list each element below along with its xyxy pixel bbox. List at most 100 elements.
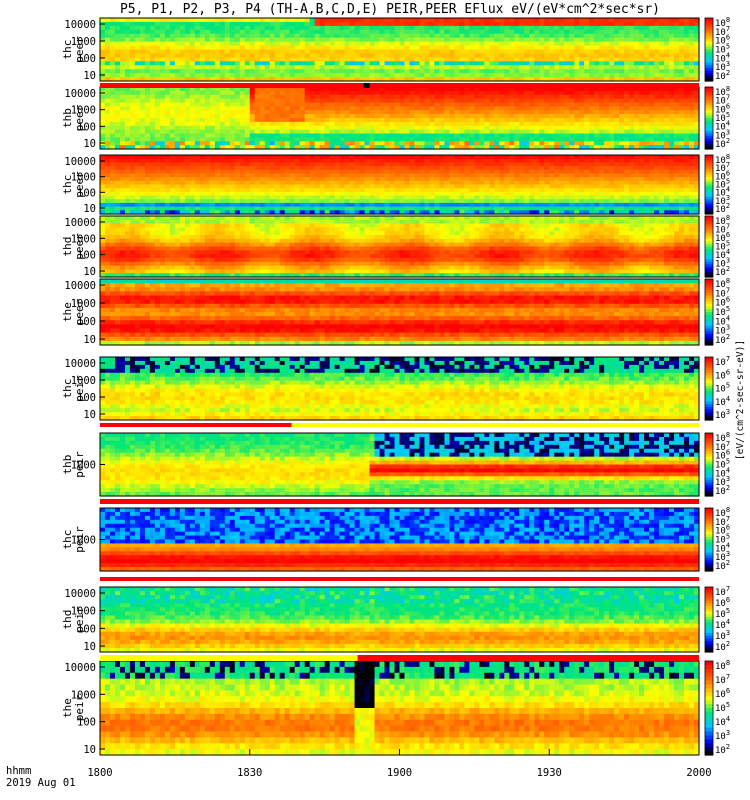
heatmap-cell (340, 91, 346, 95)
heatmap-cell (409, 199, 415, 203)
heatmap-cell (200, 103, 206, 107)
heatmap-cell (240, 181, 246, 185)
heatmap-cell (380, 173, 386, 177)
heatmap-cell (464, 99, 470, 103)
heatmap-cell (454, 95, 460, 99)
heatmap-cell (365, 196, 371, 200)
heatmap-cell (449, 106, 455, 110)
heatmap-cell (220, 130, 226, 134)
heatmap-cell (285, 34, 291, 39)
heatmap-cell (444, 61, 450, 66)
heatmap-cell (409, 170, 415, 174)
heatmap-cell (644, 38, 650, 43)
heatmap-cell (295, 26, 301, 31)
heatmap-cell (330, 99, 336, 103)
heatmap-cell (494, 110, 500, 114)
heatmap-cell (449, 57, 455, 62)
heatmap-cell (609, 106, 615, 110)
heatmap-cell (649, 118, 655, 122)
heatmap-cell (509, 50, 515, 55)
heatmap-cell (639, 137, 645, 141)
heatmap-cell (559, 114, 565, 118)
heatmap-cell (245, 34, 251, 39)
heatmap-cell (385, 106, 391, 110)
heatmap-cell (404, 22, 410, 27)
heatmap-cell (280, 126, 286, 130)
heatmap-cell (140, 69, 146, 74)
heatmap-cell (474, 122, 480, 126)
heatmap-cell (260, 61, 266, 66)
heatmap-cell (599, 110, 605, 114)
heatmap-cell (504, 106, 510, 110)
heatmap-cell (385, 170, 391, 174)
heatmap-cell (220, 91, 226, 95)
heatmap-cell (564, 57, 570, 62)
heatmap-cell (400, 170, 406, 174)
heatmap-cell (619, 141, 625, 145)
heatmap-cell (120, 134, 126, 138)
heatmap-cell (589, 103, 595, 107)
heatmap-cell (105, 159, 111, 163)
heatmap-cell (434, 73, 440, 78)
heatmap-cell (434, 106, 440, 110)
heatmap-cell (504, 42, 510, 47)
heatmap-cell (604, 126, 610, 130)
heatmap-cell (200, 137, 206, 141)
heatmap-cell (414, 30, 420, 35)
heatmap-cell (524, 46, 530, 51)
heatmap-cell (669, 65, 675, 70)
heatmap-cell (609, 73, 615, 78)
heatmap-cell (679, 126, 685, 130)
heatmap-cell (160, 99, 166, 103)
heatmap-cell (175, 30, 181, 35)
heatmap-cell (414, 91, 420, 95)
heatmap-cell (684, 130, 690, 134)
heatmap-cell (409, 34, 415, 39)
heatmap-cell (614, 73, 620, 78)
heatmap-cell (250, 65, 256, 70)
heatmap-cell (355, 122, 361, 126)
heatmap-cell (544, 134, 550, 138)
heatmap-cell (524, 114, 530, 118)
heatmap-cell (190, 203, 196, 207)
heatmap-cell (275, 181, 281, 185)
heatmap-cell (355, 196, 361, 200)
heatmap-cell (539, 110, 545, 114)
heatmap-cell (100, 95, 106, 99)
heatmap-cell (429, 46, 435, 51)
heatmap-cell (240, 65, 246, 70)
heatmap-cell (340, 199, 346, 203)
heatmap-cell (589, 46, 595, 51)
heatmap-cell (360, 122, 366, 126)
heatmap-cell (255, 46, 261, 51)
heatmap-cell (439, 118, 445, 122)
heatmap-cell (534, 22, 540, 27)
heatmap-cell (499, 65, 505, 70)
heatmap-cell (639, 91, 645, 95)
heatmap-cell (380, 103, 386, 107)
heatmap-cell (160, 106, 166, 110)
heatmap-cell (414, 53, 420, 58)
heatmap-cell (589, 34, 595, 39)
heatmap-cell (140, 207, 146, 211)
heatmap-cell (200, 61, 206, 66)
heatmap-cell (589, 61, 595, 66)
heatmap-cell (519, 95, 525, 99)
heatmap-cell (345, 162, 351, 166)
heatmap-cell (345, 73, 351, 78)
heatmap-cell (235, 50, 241, 55)
heatmap-cell (240, 170, 246, 174)
heatmap-cell (130, 46, 136, 51)
heatmap-cell (669, 141, 675, 145)
heatmap-cell (409, 69, 415, 74)
heatmap-cell (150, 65, 156, 70)
heatmap-cell (644, 137, 650, 141)
heatmap-cell (464, 38, 470, 43)
heatmap-cell (345, 65, 351, 70)
heatmap-cell (494, 65, 500, 70)
heatmap-cell (429, 162, 435, 166)
heatmap-cell (295, 110, 301, 114)
heatmap-cell (155, 199, 161, 203)
heatmap-cell (125, 110, 131, 114)
heatmap-cell (609, 99, 615, 103)
